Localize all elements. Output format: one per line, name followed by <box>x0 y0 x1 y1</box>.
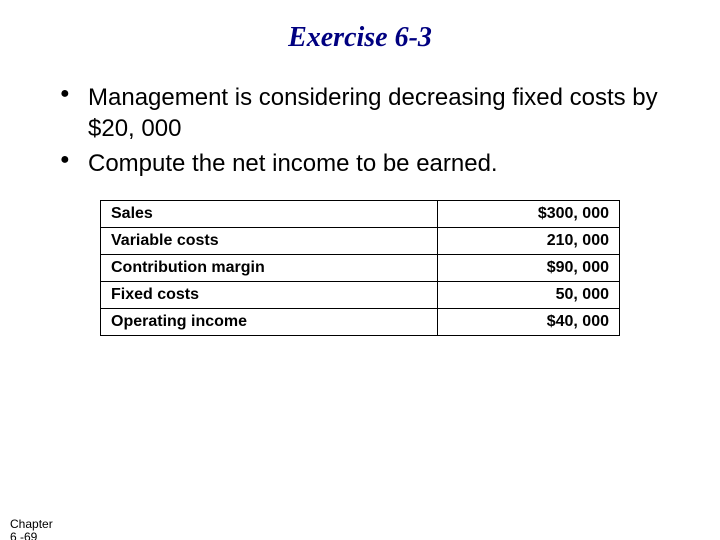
bullet-item: Compute the net income to be earned. <box>60 148 680 179</box>
table-row: Sales $300, 000 <box>101 200 620 227</box>
cell-value: 50, 000 <box>438 281 620 308</box>
cell-value: $90, 000 <box>438 254 620 281</box>
footer-line-2: 6 -69 <box>10 531 53 540</box>
footer-line-1: Chapter <box>10 518 53 531</box>
footer-chapter: Chapter 6 -69 <box>10 518 53 540</box>
cell-label: Operating income <box>101 308 438 335</box>
slide-title: Exercise 6-3 <box>0 22 720 54</box>
income-table: Sales $300, 000 Variable costs 210, 000 … <box>100 200 620 336</box>
cell-value: $40, 000 <box>438 308 620 335</box>
bullet-list: Management is considering decreasing fix… <box>60 82 680 180</box>
cell-label: Fixed costs <box>101 281 438 308</box>
cell-value: $300, 000 <box>438 200 620 227</box>
cell-value: 210, 000 <box>438 227 620 254</box>
table-row: Contribution margin $90, 000 <box>101 254 620 281</box>
cell-label: Sales <box>101 200 438 227</box>
cell-label: Variable costs <box>101 227 438 254</box>
table-row: Fixed costs 50, 000 <box>101 281 620 308</box>
cell-label: Contribution margin <box>101 254 438 281</box>
table-row: Variable costs 210, 000 <box>101 227 620 254</box>
bullet-item: Management is considering decreasing fix… <box>60 82 680 144</box>
table-row: Operating income $40, 000 <box>101 308 620 335</box>
